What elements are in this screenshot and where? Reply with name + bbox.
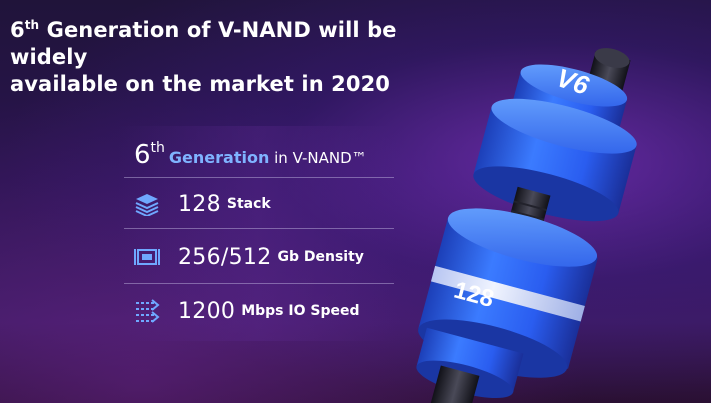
spec-speed-label: Mbps IO Speed: [241, 303, 360, 319]
headline-ordinal: th: [24, 18, 40, 32]
headline: 6th Generation of V-NAND will be widely …: [10, 12, 460, 98]
spec-panel: [118, 126, 398, 341]
divider-3: [124, 283, 394, 284]
generation-title: 6th Generation in V-NAND™: [134, 140, 367, 170]
spec-stack-value: 128: [178, 191, 221, 217]
divider-2: [124, 228, 394, 229]
spec-density-label: Gb Density: [277, 249, 364, 265]
headline-line-1: 6th Generation of V-NAND will be widely: [10, 12, 460, 71]
generation-ordinal: th: [150, 140, 165, 156]
divider-1: [124, 177, 394, 178]
headline-text: Generation of V-NAND will be widely: [10, 18, 397, 69]
headline-line-2: available on the market in 2020: [10, 72, 391, 96]
v-nand-dumbbell-illustration: V6 128: [416, 48, 637, 403]
spec-row-stack: 128 Stack: [134, 188, 271, 220]
speed-arrows-icon: [134, 298, 160, 324]
spec-row-density: 256/512 Gb Density: [134, 241, 364, 273]
generation-in: in: [269, 149, 293, 167]
density-chip-icon: [134, 244, 160, 270]
spec-density-value: 256/512: [178, 244, 272, 270]
spec-speed-value: 1200: [178, 298, 236, 324]
generation-number: 6: [134, 140, 151, 170]
generation-word: Generation: [168, 148, 270, 167]
spec-stack-label: Stack: [226, 196, 271, 212]
stack-layers-icon: [134, 191, 160, 217]
generation-product: V-NAND™: [292, 149, 367, 167]
spec-row-speed: 1200 Mbps IO Speed: [134, 295, 360, 327]
headline-number: 6: [10, 18, 25, 42]
